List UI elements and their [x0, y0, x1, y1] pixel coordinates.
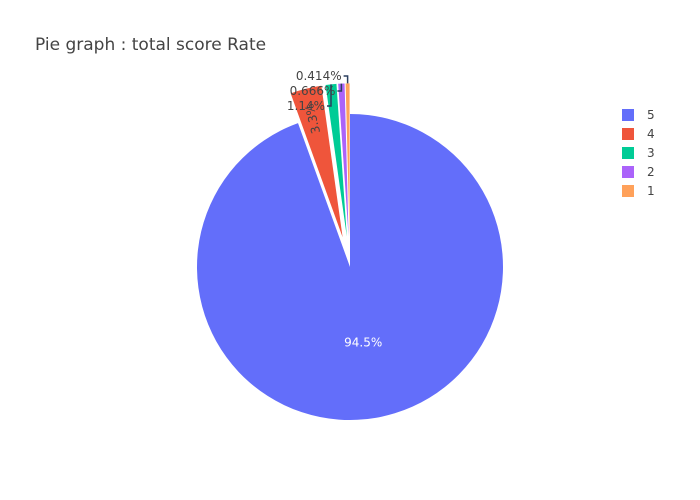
slice-label-5: 94.5% [344, 335, 382, 349]
legend-item-3[interactable]: 3 [622, 146, 655, 160]
legend-label-5: 5 [647, 108, 655, 122]
label-connector-3 [327, 84, 332, 107]
legend-label-1: 1 [647, 184, 655, 198]
slice-label-3: 1.14% [287, 99, 325, 113]
legend-swatch-2 [622, 166, 634, 178]
legend-item-1[interactable]: 1 [622, 184, 655, 198]
slice-labels: 94.5%3.3%1.14%0.666%0.414% [287, 69, 382, 349]
legend-label-2: 2 [647, 165, 655, 179]
legend-label-4: 4 [647, 127, 655, 141]
legend-label-3: 3 [647, 146, 655, 160]
legend-swatch-1 [622, 185, 634, 197]
label-connector-1 [343, 75, 349, 84]
chart-title: Pie graph : total score Rate [35, 35, 266, 55]
legend-swatch-3 [622, 147, 634, 159]
pie-slice-1 [345, 83, 350, 237]
legend-item-5[interactable]: 5 [622, 108, 655, 122]
slice-label-2: 0.666% [290, 84, 336, 98]
pie-slice-4 [290, 85, 343, 238]
legend: 5 4 3 2 1 [622, 108, 655, 198]
slice-label-1: 0.414% [296, 69, 342, 83]
pie-slice-5 [197, 114, 504, 420]
pie-slices [197, 83, 504, 420]
legend-swatch-5 [622, 109, 634, 121]
legend-item-4[interactable]: 4 [622, 127, 655, 141]
pie-slice-3 [325, 83, 347, 237]
pie-slice-2 [338, 83, 349, 237]
legend-item-2[interactable]: 2 [622, 165, 655, 179]
label-connector-2 [337, 83, 343, 92]
legend-swatch-4 [622, 128, 634, 140]
